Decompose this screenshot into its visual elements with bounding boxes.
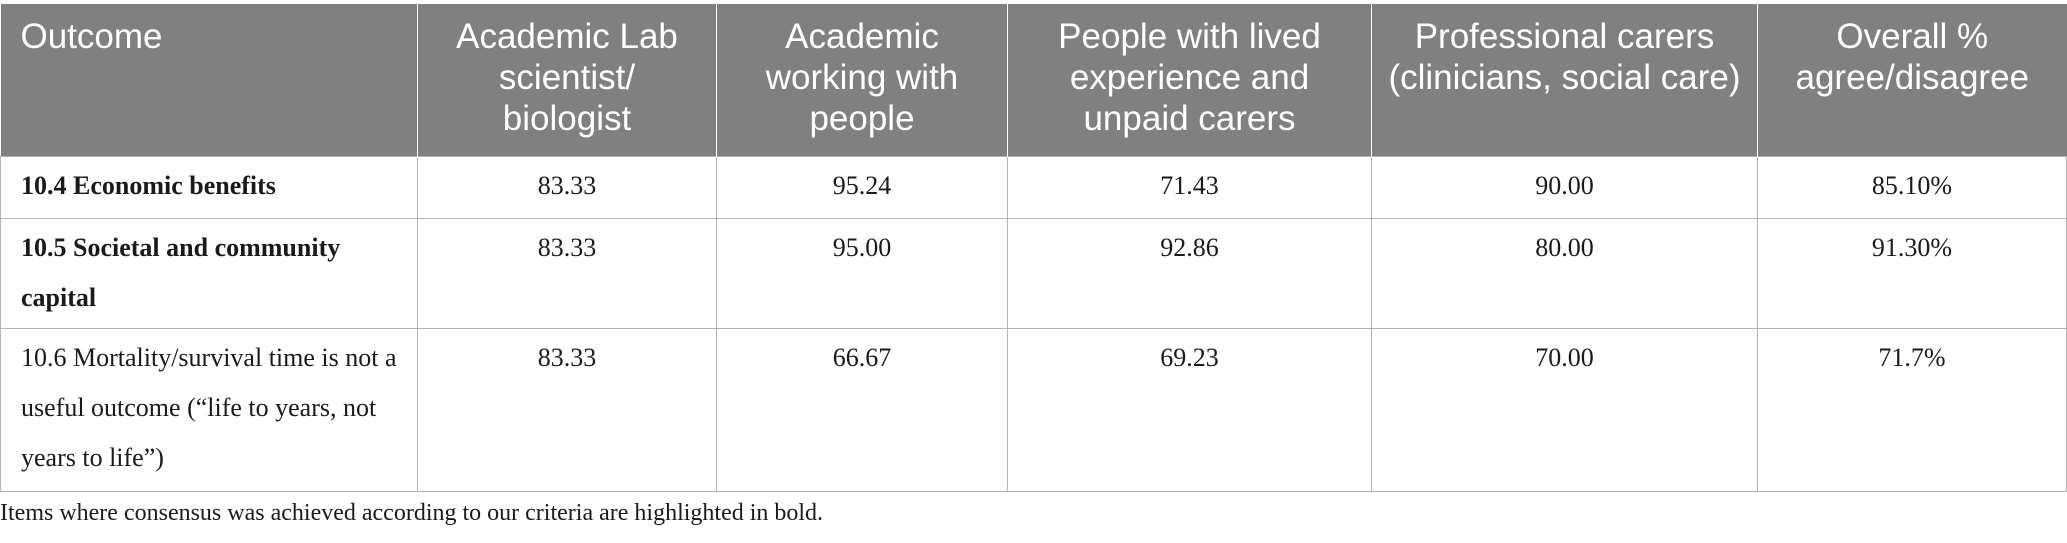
header-professional-carers: Professional carers (clinicians, social … xyxy=(1371,4,1758,156)
cell-professional-carers: 80.00 xyxy=(1371,217,1758,329)
cell-overall-agree: 71.7% xyxy=(1757,327,2067,492)
cell-lived-experience-carers: 71.43 xyxy=(1007,155,1372,219)
cell-academic-working-with-people: 95.24 xyxy=(716,155,1008,219)
header-academic-lab-scientist: Academic Lab scientist/ biologist xyxy=(417,4,717,156)
cell-professional-carers: 70.00 xyxy=(1371,327,1758,492)
header-academic-working-with-people: Academic working with people xyxy=(716,4,1008,156)
cell-lived-experience-carers: 92.86 xyxy=(1007,217,1372,329)
header-overall-agree: Overall % agree/disagree xyxy=(1757,4,2067,156)
cell-academic-working-with-people: 66.67 xyxy=(716,327,1008,492)
table-row: 10.4 Economic benefits 83.33 95.24 71.43… xyxy=(0,155,2067,219)
row-outcome-label: 10.5 Societal and community capital xyxy=(0,217,418,329)
cell-academic-lab-scientist: 83.33 xyxy=(417,155,717,219)
header-row: Outcome Academic Lab scientist/ biologis… xyxy=(0,4,2067,156)
results-table-container: Outcome Academic Lab scientist/ biologis… xyxy=(0,4,2067,492)
outcomes-table: Outcome Academic Lab scientist/ biologis… xyxy=(0,4,2067,492)
cell-overall-agree: 91.30% xyxy=(1757,217,2067,329)
cell-academic-lab-scientist: 83.33 xyxy=(417,327,717,492)
table-body: 10.4 Economic benefits 83.33 95.24 71.43… xyxy=(0,155,2067,492)
row-outcome-label: 10.6 Mortality/survival time is not a us… xyxy=(0,327,418,492)
table-row: 10.5 Societal and community capital 83.3… xyxy=(0,217,2067,329)
header-outcome: Outcome xyxy=(0,4,418,156)
row-outcome-label: 10.4 Economic benefits xyxy=(0,155,418,219)
cell-lived-experience-carers: 69.23 xyxy=(1007,327,1372,492)
table-row: 10.6 Mortality/survival time is not a us… xyxy=(0,327,2067,492)
table-header: Outcome Academic Lab scientist/ biologis… xyxy=(0,4,2067,156)
header-lived-experience-carers: People with lived experience and unpaid … xyxy=(1007,4,1372,156)
cell-academic-working-with-people: 95.00 xyxy=(716,217,1008,329)
table-footnote: Items where consensus was achieved accor… xyxy=(0,500,824,526)
cell-overall-agree: 85.10% xyxy=(1757,155,2067,219)
cell-professional-carers: 90.00 xyxy=(1371,155,1758,219)
cell-academic-lab-scientist: 83.33 xyxy=(417,217,717,329)
